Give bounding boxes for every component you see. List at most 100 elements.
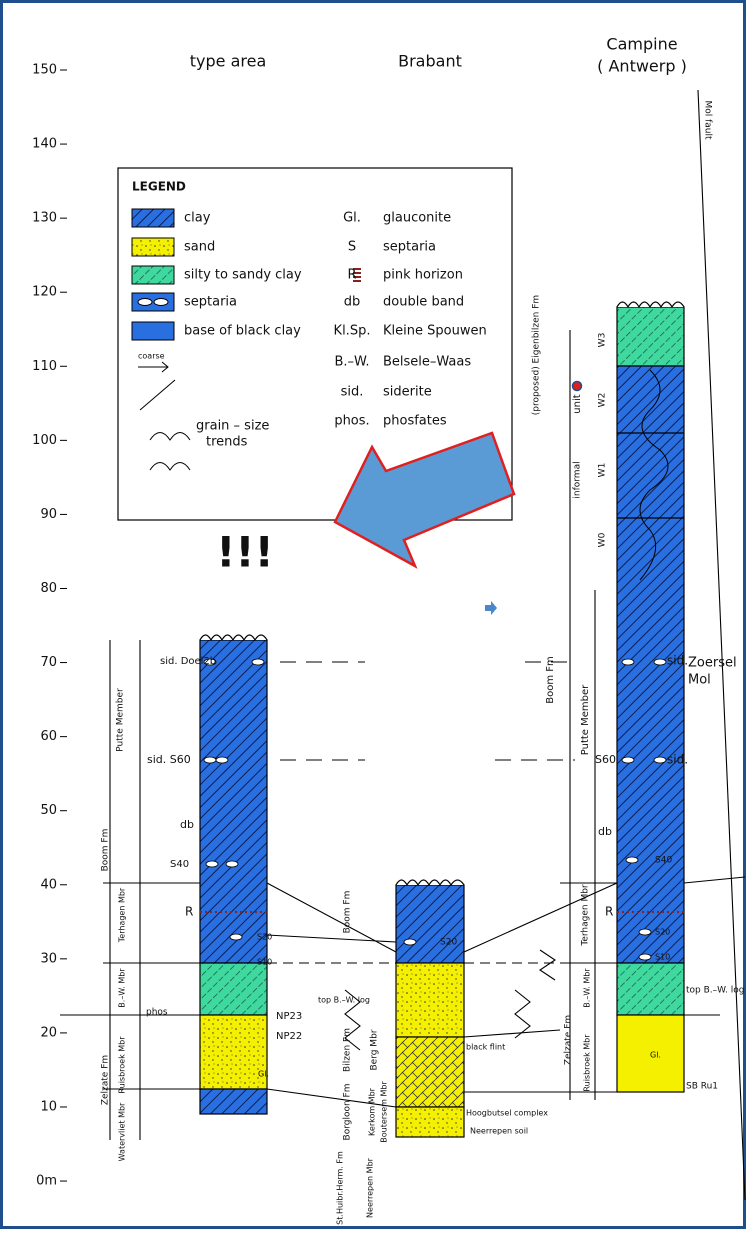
strata-label: Zelzate Fm xyxy=(564,1015,574,1065)
strata-label: S20 xyxy=(655,928,670,937)
axis-label: 130 xyxy=(32,211,57,226)
strata-label: S10 xyxy=(257,958,272,967)
strata-label: Mol fault xyxy=(703,100,713,140)
legend-trends: grain – size xyxy=(196,419,269,434)
legend-abbr-text: glauconite xyxy=(383,211,451,226)
legend-abbr-text: phosfates xyxy=(383,414,447,429)
legend-abbr: db xyxy=(344,295,361,310)
legend-coarse: coarse xyxy=(138,352,165,361)
strata-label: Boom Fm xyxy=(343,891,353,934)
strata-label: S60 xyxy=(595,753,616,766)
strata-label: Kerkom Mbr xyxy=(368,1087,377,1136)
column-title: Campine xyxy=(606,35,677,54)
legend-abbr-text: double band xyxy=(383,295,464,310)
legend-label: clay xyxy=(184,211,211,226)
strata-label: S40 xyxy=(655,856,672,866)
strata-label: phos xyxy=(146,1008,168,1018)
strata-label: sid. Doel2b xyxy=(160,656,216,667)
strata-label: Ruisbroek Mbr xyxy=(583,1034,592,1092)
strata-label: Watervliet Mbr xyxy=(118,1102,127,1161)
strata-label: W1 xyxy=(598,463,608,478)
axis-label: 140 xyxy=(32,137,57,152)
strata-label: top B.–W. log xyxy=(686,986,744,996)
strata-label: Berg Mbr xyxy=(370,1029,380,1070)
strata-label: sid. xyxy=(667,654,688,668)
legend-label: sand xyxy=(184,240,215,255)
axis-label: 80 xyxy=(40,581,57,596)
legend-title: LEGEND xyxy=(132,180,186,194)
legend-label: septaria xyxy=(184,295,237,310)
axis-label: 0m xyxy=(36,1174,57,1189)
legend-abbr-text: Kleine Spouwen xyxy=(383,324,487,339)
strata-label: R xyxy=(185,905,193,919)
strata-label: Boutersem Mbr xyxy=(380,1081,389,1143)
axis-label: 40 xyxy=(40,877,57,892)
strata-label: SB Ru1 xyxy=(686,1082,718,1092)
legend-abbr: sid. xyxy=(341,385,364,400)
column-title: Brabant xyxy=(398,52,462,71)
strata-label: informal xyxy=(573,461,583,498)
marker-dot xyxy=(573,382,582,391)
strata-label: Gl. xyxy=(650,1051,661,1060)
strata-label: R xyxy=(605,905,613,919)
diagram: !!! 150140130120110100908070605040302010… xyxy=(0,0,746,1229)
strata-label: Zelzate Fm xyxy=(101,1055,111,1105)
axis-label: 120 xyxy=(32,285,57,300)
strata-label: Boom Fm xyxy=(545,656,556,704)
legend-abbr: phos. xyxy=(334,414,369,429)
strata-label: Terhagen Mbr xyxy=(118,887,127,943)
strata-label: Borgloon Fm xyxy=(343,1084,353,1141)
column-campine xyxy=(617,302,684,1092)
strata-label: Bilzen Fm xyxy=(343,1028,353,1072)
legend-label: silty to sandy clay xyxy=(184,268,302,283)
strata-label: NP23 xyxy=(276,1011,302,1022)
annotation: !!! xyxy=(216,528,273,577)
legend-abbr: Gl. xyxy=(343,211,361,226)
strata-label: Hoogbutsel complex xyxy=(466,1109,548,1118)
strata-label: S20 xyxy=(440,938,457,948)
strata-label: B.–W. Mbr xyxy=(583,968,592,1008)
strata-label: St.Huibr.Herm. Fm xyxy=(336,1151,345,1225)
strata-label: unit xyxy=(572,394,583,413)
strata-label: B.–W. Mbr xyxy=(118,968,127,1008)
strata-label: Terhagen Mbr xyxy=(581,884,591,947)
strata-label: black flint xyxy=(466,1043,505,1052)
legend-abbr: Kl.Sp. xyxy=(334,324,371,339)
axis-label: 50 xyxy=(40,803,57,818)
legend-trends: trends xyxy=(206,435,248,450)
strata-label: Neerrepen Mbr xyxy=(366,1157,375,1218)
strata-label: db xyxy=(598,825,612,838)
strata-label: Ruisbroek Mbr xyxy=(118,1036,127,1094)
legend-abbr-text: siderite xyxy=(383,385,432,400)
legend-abbr: S xyxy=(348,240,356,255)
strata-label: NP22 xyxy=(276,1031,302,1042)
legend-label: base of black clay xyxy=(184,324,301,339)
axis-label: 20 xyxy=(40,1025,57,1040)
strata-label: Mol xyxy=(688,673,711,688)
strata-label: sid. S60 xyxy=(147,753,191,766)
strata-label: Putte Member xyxy=(580,684,591,755)
legend-abbr-text: Belsele–Waas xyxy=(383,355,471,370)
column-brabant xyxy=(396,880,464,1137)
axis-label: 100 xyxy=(32,433,57,448)
strata-label: Boom Fm xyxy=(101,829,111,872)
column-title: type area xyxy=(190,52,267,71)
legend-abbr-text: pink horizon xyxy=(383,268,463,283)
legend-abbr: R xyxy=(347,268,356,283)
legend-abbr-text: septaria xyxy=(383,240,436,255)
axis-label: 10 xyxy=(40,1099,57,1114)
strata-label: W3 xyxy=(598,333,608,348)
strata-label: Zoersel xyxy=(688,656,737,671)
legend-abbr: B.–W. xyxy=(334,355,369,370)
page: {"axis":{"ticks":["150","140","130","120… xyxy=(0,0,746,1233)
axis-label: 60 xyxy=(40,729,57,744)
column-subtitle: ( Antwerp ) xyxy=(597,57,687,76)
strata-label: Putte Member xyxy=(116,688,126,752)
strata-label: Neerrepen soil xyxy=(470,1127,528,1136)
strata-label: sid. xyxy=(667,753,688,767)
axis-label: 110 xyxy=(32,359,57,374)
axis-label: 150 xyxy=(32,63,57,78)
strata-label: S40 xyxy=(170,859,189,870)
column-type-area xyxy=(200,635,267,1114)
strata-label: W0 xyxy=(598,532,608,547)
